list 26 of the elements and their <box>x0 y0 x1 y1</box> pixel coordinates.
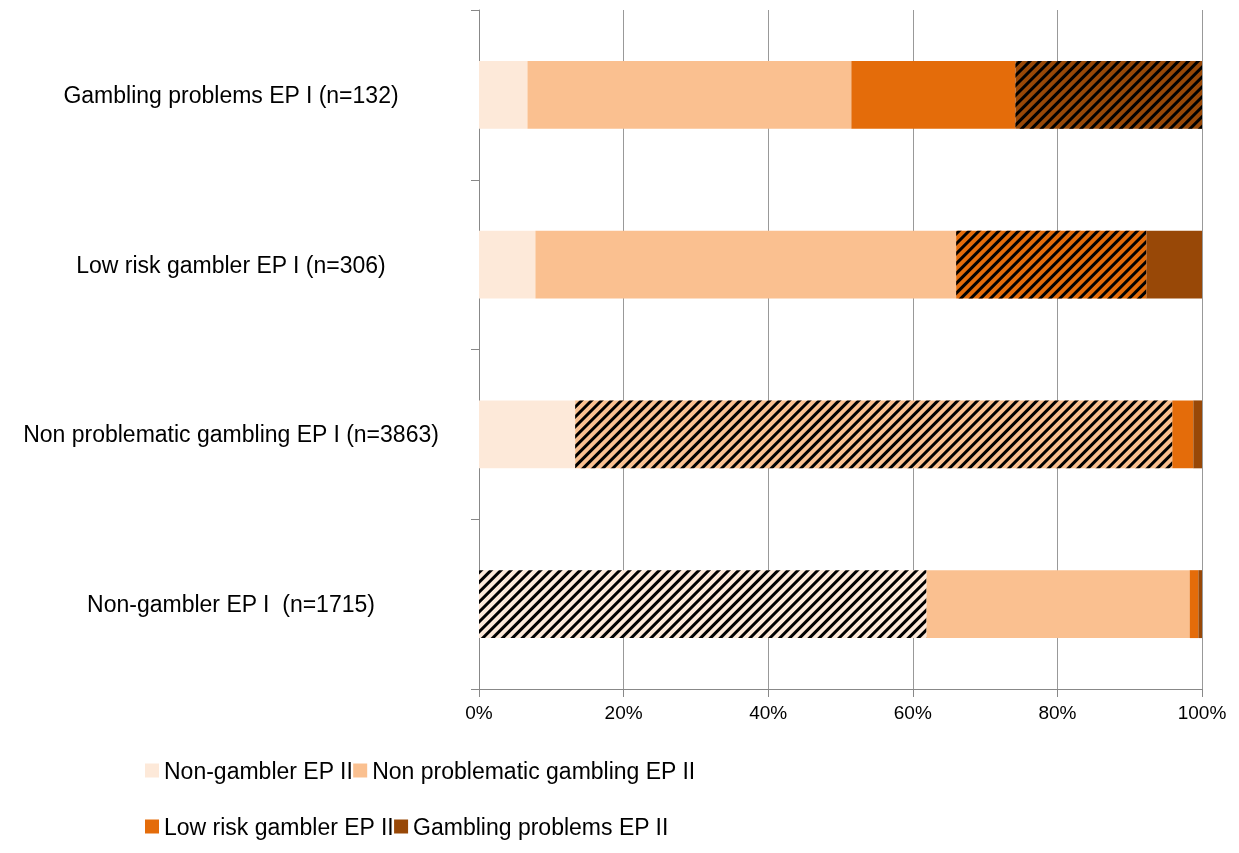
y-tick-label: Non-gambler EP I (n=1715) <box>87 591 375 618</box>
bar <box>1198 570 1202 639</box>
x-tick-label: 0% <box>465 702 493 723</box>
legend-label: Low risk gambler EP II <box>164 813 394 840</box>
legend-label: Non-gambler EP II <box>164 757 353 784</box>
bar <box>535 230 957 299</box>
bar <box>1146 230 1202 299</box>
x-tick-label: 80% <box>1038 702 1077 723</box>
bar <box>479 60 528 129</box>
y-tick-label: Non problematic gambling EP I (n=3863) <box>23 421 439 448</box>
legend-label: Non problematic gambling EP II <box>372 757 696 784</box>
y-tick-label: Gambling problems EP I (n=132) <box>63 81 399 108</box>
bar <box>479 400 576 469</box>
bar <box>527 60 852 129</box>
bar <box>1172 400 1194 469</box>
bar <box>1193 400 1202 469</box>
bar <box>926 570 1190 639</box>
x-tick-label: 60% <box>893 702 932 723</box>
x-tick-label: 20% <box>604 702 643 723</box>
x-tick-label: 40% <box>749 702 788 723</box>
y-tick-label: Low risk gambler EP I (n=306) <box>76 251 386 278</box>
bar <box>1189 570 1199 639</box>
x-tick-label: 100% <box>1177 702 1227 723</box>
bar <box>851 60 1016 129</box>
legend-label: Gambling problems EP II <box>413 813 669 840</box>
bar <box>479 230 536 299</box>
